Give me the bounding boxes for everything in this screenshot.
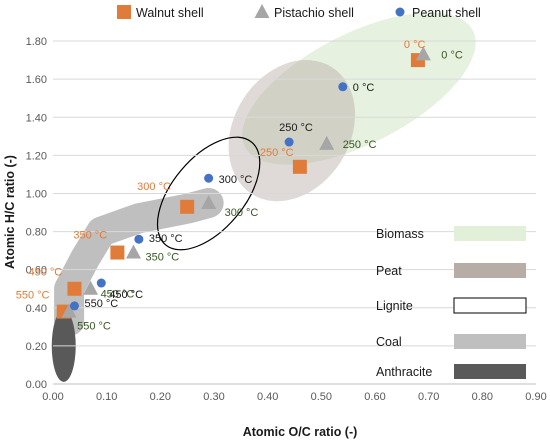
temperature-label: 550 °C bbox=[84, 298, 118, 310]
data-point-square bbox=[292, 159, 307, 174]
temperature-label: 350 °C bbox=[149, 233, 183, 245]
temperature-label: 250 °C bbox=[279, 122, 313, 134]
data-point-square bbox=[117, 5, 131, 19]
temperature-label: 450 °C bbox=[28, 267, 62, 279]
region-legend-label: Anthracite bbox=[376, 365, 432, 379]
region-legend-swatch bbox=[454, 364, 526, 379]
data-points bbox=[56, 46, 431, 319]
x-tick-label: 0.30 bbox=[203, 391, 224, 403]
region-legend-label: Biomass bbox=[376, 227, 424, 241]
x-tick-label: 0.60 bbox=[364, 391, 385, 403]
y-tick-label: 1.80 bbox=[26, 36, 47, 48]
x-tick-label: 0.40 bbox=[257, 391, 278, 403]
x-axis-title: Atomic O/C ratio (-) bbox=[243, 425, 358, 439]
data-point-triangle bbox=[319, 135, 335, 150]
x-tick-label: 0.00 bbox=[42, 391, 63, 403]
temperature-label: 300 °C bbox=[219, 174, 253, 186]
region-legend: Biomass Peat Lignite Coal Anthracite bbox=[376, 226, 527, 379]
biomass-region bbox=[242, 12, 476, 165]
x-tick-label: 0.20 bbox=[150, 391, 171, 403]
axes: 0.00 0.20 0.40 0.60 0.80 1.00 1.20 1.40 1.60 1.80… bbox=[26, 36, 547, 403]
y-tick-label: 1.00 bbox=[26, 188, 47, 200]
y-tick-label: 1.60 bbox=[26, 74, 47, 86]
y-axis-title: Atomic H/C ratio (-) bbox=[3, 155, 17, 269]
temperature-label: 0 °C bbox=[441, 49, 463, 61]
data-point-triangle bbox=[126, 244, 141, 259]
legend: Walnut shell Pistachio shell Peanut shell bbox=[117, 4, 481, 20]
temperature-label: 550 °C bbox=[77, 321, 111, 333]
x-tick-label: 0.90 bbox=[525, 391, 546, 403]
temperature-label: 0 °C bbox=[353, 82, 375, 94]
x-tick-label: 0.70 bbox=[418, 391, 439, 403]
legend-label: Pistachio shell bbox=[274, 6, 354, 20]
data-point-square bbox=[180, 199, 195, 214]
temperature-label: 0 °C bbox=[404, 39, 426, 51]
legend-label: Walnut shell bbox=[136, 6, 204, 20]
legend-label: Peanut shell bbox=[412, 6, 481, 20]
temperature-label: 550 °C bbox=[16, 290, 50, 302]
data-point-square bbox=[110, 245, 125, 260]
data-point-triangle bbox=[201, 195, 217, 209]
x-tick-label: 0.10 bbox=[96, 391, 117, 403]
y-tick-label: 1.20 bbox=[26, 150, 47, 162]
region-legend-label: Coal bbox=[376, 335, 402, 349]
y-tick-label: 1.40 bbox=[26, 112, 47, 124]
y-tick-label: 0.20 bbox=[26, 341, 47, 353]
temperature-label: 300 °C bbox=[225, 207, 259, 219]
region-legend-swatch bbox=[454, 263, 526, 278]
temperature-label: 450 °C bbox=[109, 289, 143, 301]
region-legend-label: Peat bbox=[376, 264, 402, 278]
data-point-circle bbox=[204, 173, 214, 183]
x-tick-label: 0.50 bbox=[311, 391, 332, 403]
region-legend-swatch bbox=[454, 226, 526, 241]
lignite-region bbox=[156, 136, 261, 251]
data-point-circle bbox=[338, 82, 348, 92]
data-point-triangle bbox=[415, 46, 431, 61]
region-legend-swatch bbox=[454, 334, 526, 349]
temperature-label: 450 °C bbox=[101, 289, 135, 301]
y-tick-label: 0.60 bbox=[26, 265, 47, 277]
y-tick-label: 0.80 bbox=[26, 227, 47, 239]
classification-regions bbox=[51, 12, 476, 382]
data-point-circle bbox=[96, 278, 106, 288]
data-point-triangle bbox=[83, 280, 99, 295]
region-legend-swatch bbox=[453, 297, 527, 314]
temperature-label: 350 °C bbox=[73, 230, 107, 242]
data-point-triangle bbox=[254, 4, 270, 18]
x-tick-label: 0.80 bbox=[472, 391, 493, 403]
region-legend-label: Lignite bbox=[376, 299, 413, 313]
data-point-triangle bbox=[61, 303, 77, 318]
data-point-square bbox=[67, 281, 82, 296]
data-point-circle bbox=[284, 137, 294, 147]
temperature-label: 300 °C bbox=[137, 181, 171, 193]
data-point-circle bbox=[395, 7, 405, 17]
temperature-label: 250 °C bbox=[343, 139, 377, 151]
y-tick-label: 0.40 bbox=[26, 303, 47, 315]
data-point-circle bbox=[134, 234, 144, 244]
temperature-label: 250 °C bbox=[260, 147, 294, 159]
data-point-circle bbox=[69, 301, 79, 311]
y-tick-label: 0.00 bbox=[26, 379, 47, 391]
temperature-label: 350 °C bbox=[146, 252, 180, 264]
